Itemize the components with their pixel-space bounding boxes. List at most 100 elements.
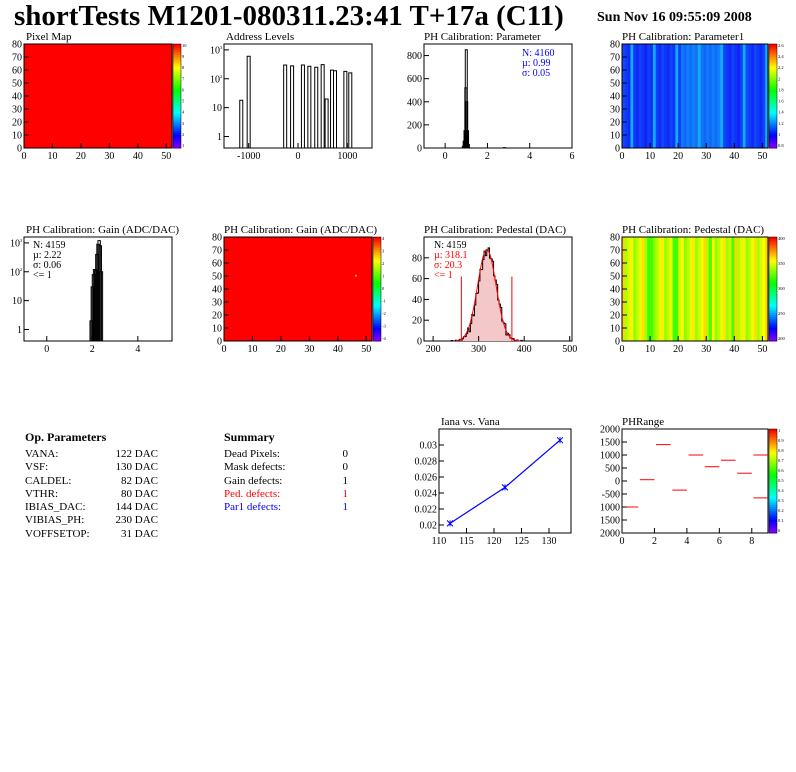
heatmap-column: [700, 237, 704, 341]
heatmap-column: [700, 44, 704, 148]
x-tick-label: 6: [717, 536, 722, 547]
heatmap-column: [714, 237, 718, 341]
y-tick-label: 40: [212, 285, 222, 296]
summary-row: Par1 defects: 1: [224, 501, 348, 514]
heatmap-column: [633, 237, 637, 341]
heatmap-fill: [24, 44, 172, 148]
chart-title: Pixel Map: [26, 31, 72, 43]
palette-cell: [173, 130, 181, 134]
palette-cell: [173, 93, 181, 97]
palette-cell: [173, 85, 181, 88]
palette-cell: [373, 293, 381, 296]
palette-label: 0.3: [778, 498, 784, 503]
palette-cell: [373, 306, 381, 309]
palette-cell: [373, 237, 381, 240]
palette-cell: [173, 61, 181, 64]
heatmap-column: [709, 44, 713, 148]
palette-cell: [373, 308, 381, 312]
summary-value: 0: [342, 461, 349, 474]
y-tick-label: 30: [12, 105, 22, 116]
palette-label: 300: [778, 286, 786, 291]
x-tick-label: 130: [542, 536, 557, 547]
heatmap-column: [725, 237, 730, 341]
palette-label: 2: [382, 261, 384, 266]
palette-cell: [769, 468, 777, 471]
heatmap-column: [695, 237, 699, 341]
chart-title: Iana vs. Vana: [441, 416, 500, 428]
palette-cell: [769, 442, 777, 445]
palette-cell: [173, 135, 181, 138]
palette-cell: [769, 293, 777, 296]
heatmap-column: [641, 237, 645, 341]
palette-cell: [373, 328, 381, 331]
palette-cell: [173, 63, 181, 67]
palette-cell: [373, 267, 381, 270]
palette-cell: [769, 61, 777, 64]
palette-cell: [769, 65, 777, 69]
y-tick-label: 40: [12, 92, 22, 103]
palette-cell: [769, 455, 777, 458]
y-tick-label: 0.028: [415, 457, 438, 468]
palette-label: 1.4: [778, 110, 784, 115]
palette-cell: [769, 89, 777, 93]
y-tick-label: 10: [12, 296, 22, 307]
heatmap-column: [745, 237, 749, 341]
heatmap-column: [737, 237, 741, 341]
x-tick-label: 0: [620, 536, 625, 547]
y-tick-label: 0: [417, 144, 422, 155]
op-parameter-value: 130 DAC: [115, 461, 158, 474]
y-tick-label: 30: [610, 105, 620, 116]
palette-cell: [769, 286, 777, 290]
x-tick-label: 400: [517, 344, 532, 355]
palette-cell: [373, 336, 381, 340]
stats-entry: µ: 2.22: [33, 250, 62, 261]
palette-cell: [769, 457, 777, 460]
palette-cell: [173, 119, 181, 123]
op-parameter-name: IBIAS_DAC:: [25, 501, 86, 514]
op-parameter-row: VTHR: 80 DAC: [25, 488, 158, 501]
y-tick-label: 60: [610, 66, 620, 77]
data-point: [501, 484, 509, 491]
palette-label: 4: [382, 236, 385, 241]
heatmap-column: [652, 44, 657, 148]
y-tick-label: 50: [610, 79, 620, 90]
palette-cell: [769, 63, 777, 67]
palette-cell: [769, 498, 777, 501]
heatmap-column: [759, 44, 763, 148]
x-tick-label: 40: [333, 344, 343, 355]
palette-cell: [769, 239, 777, 242]
palette-cell: [769, 470, 777, 473]
heatmap-column: [762, 237, 766, 341]
palette-cell: [769, 265, 777, 268]
palette-cell: [769, 446, 777, 449]
y-tick-exponent: 3: [20, 238, 23, 243]
palette-label: 1.8: [778, 87, 784, 92]
palette-label: 0.6: [778, 468, 784, 473]
palette-cell: [769, 439, 777, 443]
palette-label: -2: [382, 311, 386, 316]
summary-row: Gain defects: 1: [224, 475, 348, 488]
y-tick-label: 0: [17, 144, 22, 155]
palette-cell: [769, 252, 777, 255]
heatmap-column: [683, 237, 687, 341]
x-tick-label: 40: [729, 151, 739, 162]
y-tick-label: 50: [12, 79, 22, 90]
palette-cell: [373, 332, 381, 335]
heatmap-column: [661, 44, 665, 148]
palette-cell: [769, 330, 777, 333]
palette-cell: [769, 250, 777, 253]
palette-cell: [769, 487, 777, 491]
palette-cell: [769, 317, 777, 320]
palette-cell: [769, 483, 777, 486]
palette-cell: [769, 476, 777, 480]
palette-cell: [769, 308, 777, 312]
palette-cell: [769, 437, 777, 441]
heatmap-column: [689, 237, 693, 341]
heatmap-outlier: [354, 274, 357, 277]
y-tick-label: 0.022: [415, 505, 438, 516]
y-tick-label: 60: [12, 66, 22, 77]
palette-cell: [769, 44, 777, 47]
palette-label: 0.8: [778, 448, 784, 453]
heatmap-column: [627, 44, 631, 148]
summary-value: 1: [342, 501, 349, 514]
